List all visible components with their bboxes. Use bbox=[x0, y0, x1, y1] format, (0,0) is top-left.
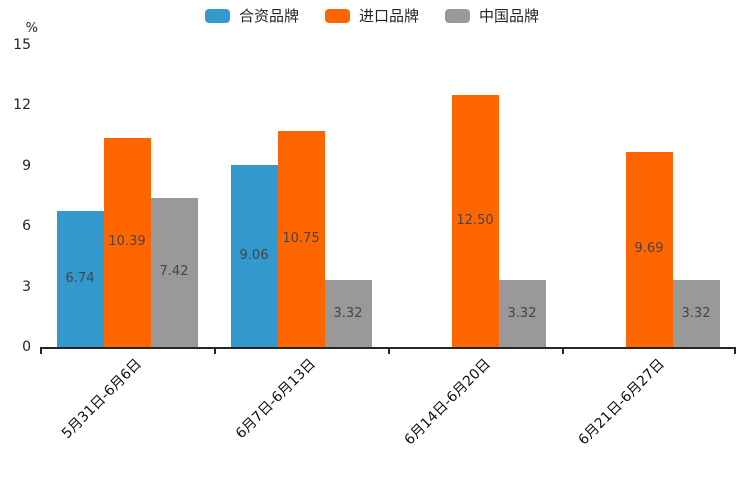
y-axis-tick-label: 9 bbox=[22, 157, 31, 174]
bar-china-brand[interactable] bbox=[498, 280, 546, 347]
legend-label: 中国品牌 bbox=[479, 7, 540, 25]
bar-joint-brand[interactable] bbox=[230, 164, 278, 347]
bar-china-brand[interactable] bbox=[672, 280, 720, 347]
x-axis-tick bbox=[40, 347, 42, 354]
bar-value-label: 3.32 bbox=[681, 305, 711, 321]
bar-value-label: 10.75 bbox=[282, 230, 320, 246]
y-axis-tick-label: 0 bbox=[22, 339, 31, 355]
bar-import-brand[interactable] bbox=[625, 151, 673, 347]
bar-value-label: 6.74 bbox=[65, 271, 95, 287]
bar-value-label: 3.32 bbox=[333, 305, 363, 321]
legend-swatch-icon bbox=[324, 9, 350, 23]
bar-value-label: 10.39 bbox=[108, 234, 146, 250]
x-axis-category-label: 6月14日-6月20日 bbox=[401, 356, 494, 449]
bar-value-label: 9.06 bbox=[239, 247, 269, 263]
bar-value-label: 12.50 bbox=[456, 213, 494, 229]
bar-value-label: 3.32 bbox=[507, 305, 537, 321]
bar-joint-brand[interactable] bbox=[56, 211, 104, 347]
legend-swatch-icon bbox=[445, 9, 470, 23]
x-axis-category-label: 5月31日-6月6日 bbox=[59, 356, 146, 442]
bar-value-label: 9.69 bbox=[634, 241, 664, 257]
plot-area: 6.74 9.06 10.39 10.75 12.50 9.69 7.42 3.32 3.32 3… bbox=[40, 45, 736, 448]
legend-item-import-brand[interactable]: 进口品牌 bbox=[324, 7, 419, 25]
legend-item-joint-brand[interactable]: 合资品牌 bbox=[204, 7, 299, 25]
y-axis-tick-label: 15 bbox=[13, 37, 31, 53]
bar-china-brand[interactable] bbox=[324, 280, 372, 347]
legend-label: 合资品牌 bbox=[238, 7, 299, 25]
x-axis-tick bbox=[734, 347, 736, 354]
bar-value-label: 7.42 bbox=[159, 264, 189, 280]
bar-import-brand[interactable] bbox=[103, 137, 151, 347]
y-axis-tick-label: 6 bbox=[22, 218, 31, 235]
x-axis-tick bbox=[562, 347, 564, 354]
x-axis-tick bbox=[388, 347, 390, 354]
bar-import-brand[interactable] bbox=[277, 130, 325, 347]
y-axis-tick-label: 12 bbox=[13, 97, 31, 114]
legend: 合资品牌 进口品牌 中国品牌 bbox=[0, 7, 744, 25]
legend-item-china-brand[interactable]: 中国品牌 bbox=[445, 7, 539, 25]
x-axis-tick bbox=[214, 347, 216, 354]
legend-swatch-icon bbox=[204, 9, 230, 23]
bar-china-brand[interactable] bbox=[150, 197, 198, 347]
legend-label: 进口品牌 bbox=[358, 7, 419, 25]
bar-import-brand[interactable] bbox=[451, 95, 499, 347]
y-axis-unit-label: % bbox=[25, 21, 38, 36]
x-axis-category-label: 6月21日-6月27日 bbox=[575, 356, 668, 449]
y-axis-tick-label: 3 bbox=[22, 278, 31, 295]
x-axis-category-label: 6月7日-6月13日 bbox=[233, 356, 320, 442]
